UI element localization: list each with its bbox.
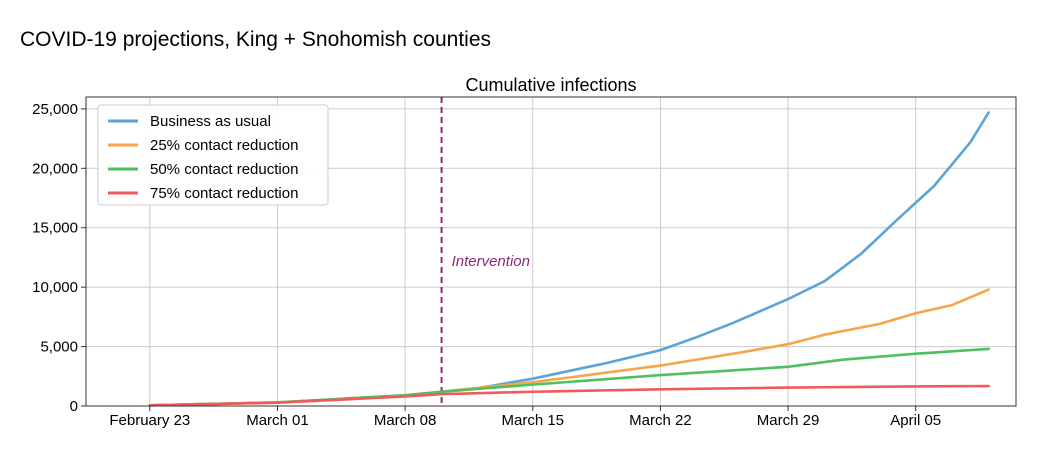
legend-box — [97, 104, 329, 206]
page-title: COVID-19 projections, King + Snohomish c… — [20, 28, 491, 51]
x-tick-label: March 22 — [629, 412, 692, 429]
legend-label: 75% contact reduction — [150, 185, 298, 202]
x-tick-label: March 01 — [246, 412, 309, 429]
tick-label-layer: February 23 March 01 March 08 March 15 March… — [32, 101, 941, 429]
y-tick-label: 5,000 — [40, 339, 78, 356]
chart-title: Cumulative infections — [465, 75, 636, 95]
legend-label: Business as usual — [150, 113, 271, 130]
x-tick-label: March 08 — [374, 412, 437, 429]
legend-label: 25% contact reduction — [150, 137, 298, 154]
y-tick-label: 0 — [70, 398, 78, 415]
y-tick-label: 10,000 — [32, 279, 78, 296]
series-layer — [148, 111, 990, 407]
y-tick-label: 15,000 — [32, 220, 78, 237]
axes-frame-layer — [81, 96, 1017, 411]
legend-label: 50% contact reduction — [150, 161, 298, 178]
plot-frame — [85, 96, 1017, 407]
x-tick-label: April 05 — [890, 412, 941, 429]
y-tick-label: 25,000 — [32, 101, 78, 118]
x-tick-label: March 29 — [757, 412, 820, 429]
series-line — [148, 384, 990, 407]
intervention-layer: Intervention — [440, 97, 530, 406]
legend: Business as usual 25% contact reduction 50… — [97, 104, 329, 206]
x-tick-label: February 23 — [109, 412, 190, 429]
x-tick-label: March 15 — [501, 412, 564, 429]
y-tick-label: 20,000 — [32, 160, 78, 177]
intervention-label: Intervention — [452, 253, 530, 270]
